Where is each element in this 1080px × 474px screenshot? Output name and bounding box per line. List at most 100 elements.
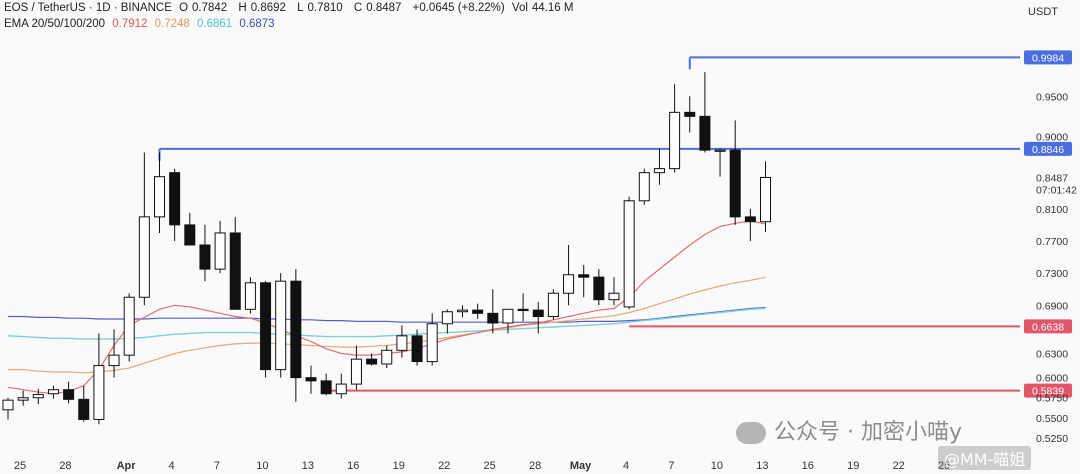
y-tick-label: 0.5500 [1036, 413, 1068, 425]
ema100-value: 0.6861 [197, 18, 233, 30]
candle-down [472, 309, 484, 314]
candle-up [275, 280, 287, 371]
candle-up [17, 397, 29, 401]
candle-up [547, 292, 559, 318]
candle-down [320, 380, 332, 395]
x-tick-label: 13 [302, 460, 314, 472]
x-tick-label: 19 [393, 460, 405, 472]
candle-down [63, 389, 75, 400]
candle-up [426, 323, 438, 363]
candle-down [684, 111, 696, 117]
candle-up [2, 399, 14, 411]
x-tick-label: 25 [14, 460, 26, 472]
resistance-level-tag [1024, 141, 1072, 156]
x-tick-label: 4 [623, 460, 629, 472]
candle-down [593, 276, 605, 301]
candle-down [169, 172, 181, 226]
x-tick-label: 4 [168, 460, 174, 472]
candle-up [714, 149, 726, 152]
y-tick-label: 0.5250 [1036, 433, 1068, 445]
candle-up [563, 274, 575, 294]
quote-currency: USDT [1028, 6, 1058, 18]
vol-label: Vol [511, 2, 528, 14]
candle-up [457, 309, 468, 313]
x-tick-label: 22 [893, 460, 905, 472]
candle-up [608, 292, 620, 301]
x-tick-label: 16 [347, 460, 359, 472]
candle-up [32, 394, 44, 399]
low-value: 0.7810 [307, 2, 343, 14]
candle-down [744, 216, 756, 223]
open-label: O [179, 2, 189, 14]
candle-up [138, 216, 150, 298]
open-value: 0.7842 [192, 2, 228, 14]
x-tick-label: 22 [438, 460, 450, 472]
ema-label: EMA 20/50/100/200 [4, 18, 106, 30]
x-tick-label: 7 [668, 460, 674, 472]
y-tick-label: 0.6300 [1036, 349, 1068, 361]
symbol-label: EOS / TetherUS · 1D · BINANCE [4, 2, 172, 14]
x-tick-label: 19 [847, 460, 859, 472]
resistance-level-tag [1024, 50, 1072, 65]
candle-up [760, 176, 771, 223]
support-level-tag [1024, 319, 1072, 334]
y-tick-label: 0.9000 [1036, 131, 1068, 143]
watermark-sub: @MM-喵姐 [938, 446, 1032, 470]
ema200-value: 0.6873 [239, 18, 275, 30]
low-label: L [297, 2, 304, 14]
y-tick-label: 0.6900 [1036, 300, 1068, 312]
candle-down [487, 312, 499, 324]
y-tick-label: 0.7700 [1036, 236, 1068, 248]
candle-down [229, 232, 241, 310]
candle-down [78, 398, 90, 420]
watermark: 公众号 · 加密小喵y [736, 414, 962, 446]
y-tick-label: 0.6000 [1036, 373, 1068, 385]
x-tick-label: May [570, 460, 592, 472]
resistance-level-label: 0.9984 [1032, 52, 1064, 64]
x-tick-label: 16 [802, 460, 814, 472]
x-tick-label: 7 [214, 460, 220, 472]
candle-down [517, 308, 529, 312]
support-level-label: 0.6638 [1032, 321, 1064, 333]
candle-up [502, 308, 514, 324]
high-value: 0.8692 [250, 2, 286, 14]
candle-down [532, 309, 544, 318]
candle-down [699, 115, 711, 151]
candle-up [441, 311, 453, 325]
candle-up [350, 358, 362, 385]
candle-down [184, 224, 196, 246]
ema50-value: 0.7248 [154, 18, 190, 30]
candle-up [93, 365, 105, 420]
close-label: C [353, 2, 363, 14]
y-tick-label: 0.9500 [1036, 91, 1068, 103]
support-level-tag [1024, 383, 1072, 398]
x-tick-label: 13 [756, 460, 768, 472]
candle-up [335, 383, 347, 395]
candle-down [305, 377, 317, 382]
high-label: H [238, 2, 247, 14]
y-tick-label: 0.8487 [1036, 173, 1068, 185]
candle-up [638, 172, 650, 202]
ema-header: EMA 20/50/100/200 0.7912 0.7248 0.6861 0… [4, 18, 279, 30]
candle-up [154, 176, 165, 218]
candle-down [366, 358, 378, 365]
candle-up [381, 349, 393, 365]
candle-down [290, 280, 302, 379]
candle-down [260, 282, 272, 371]
candle-up [214, 232, 226, 270]
x-tick-label: 25 [484, 460, 496, 472]
candle-up [47, 389, 59, 395]
close-value: 0.8487 [366, 2, 402, 14]
countdown-label: 07:01:42 [1036, 185, 1077, 197]
change-value: +0.0645 (+8.22%) [412, 2, 505, 14]
resistance-level-label: 0.8846 [1032, 144, 1064, 156]
candle-up [244, 282, 256, 310]
x-tick-label: 28 [529, 460, 541, 472]
x-tick-label: 28 [59, 460, 71, 472]
y-tick-label: 0.7300 [1036, 268, 1068, 280]
ema20-value: 0.7912 [112, 18, 148, 30]
candle-up [653, 168, 665, 174]
candle-down [578, 274, 590, 278]
